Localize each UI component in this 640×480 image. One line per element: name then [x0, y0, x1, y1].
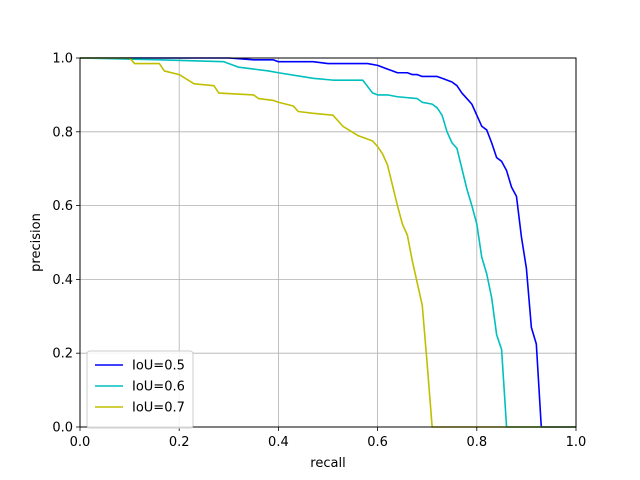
- y-tick-label: 0.6: [52, 199, 73, 214]
- plot-frame: [79, 57, 577, 428]
- legend-label: IoU=0.5: [132, 359, 185, 374]
- series-line-3: [80, 57, 576, 428]
- legend-label: IoU=0.6: [132, 380, 185, 395]
- legend-box: [86, 350, 194, 429]
- x-tick-label: 1.0: [566, 435, 587, 450]
- legend-label: IoU=0.7: [132, 401, 185, 416]
- legend: IoU=0.5 IoU=0.6 IoU=0.7: [86, 350, 194, 429]
- series-line-1: [80, 57, 576, 428]
- y-tick-label: 1.0: [52, 52, 73, 67]
- y-axis-label: precision: [29, 213, 44, 272]
- y-tick-label: 0.4: [52, 273, 73, 288]
- x-tick-label: 0.2: [169, 435, 190, 450]
- series-line-2: [79, 57, 576, 428]
- y-tick-label: 0.2: [52, 347, 73, 362]
- y-tick-label: 0.8: [52, 125, 73, 140]
- x-tick-label: 0.4: [268, 435, 289, 450]
- x-tick-label: 0.0: [70, 435, 91, 450]
- series-lines: [79, 57, 576, 428]
- x-tick-label: 0.6: [367, 435, 388, 450]
- y-tick-label: 0.0: [52, 421, 73, 436]
- axis-ticks: 0.0 0.2 0.4 0.6 0.8 1.0 0.0 0.2 0.4 0.6 0.8 1.0: [52, 52, 586, 451]
- x-axis-label: recall: [310, 456, 345, 471]
- x-tick-label: 0.8: [466, 435, 487, 450]
